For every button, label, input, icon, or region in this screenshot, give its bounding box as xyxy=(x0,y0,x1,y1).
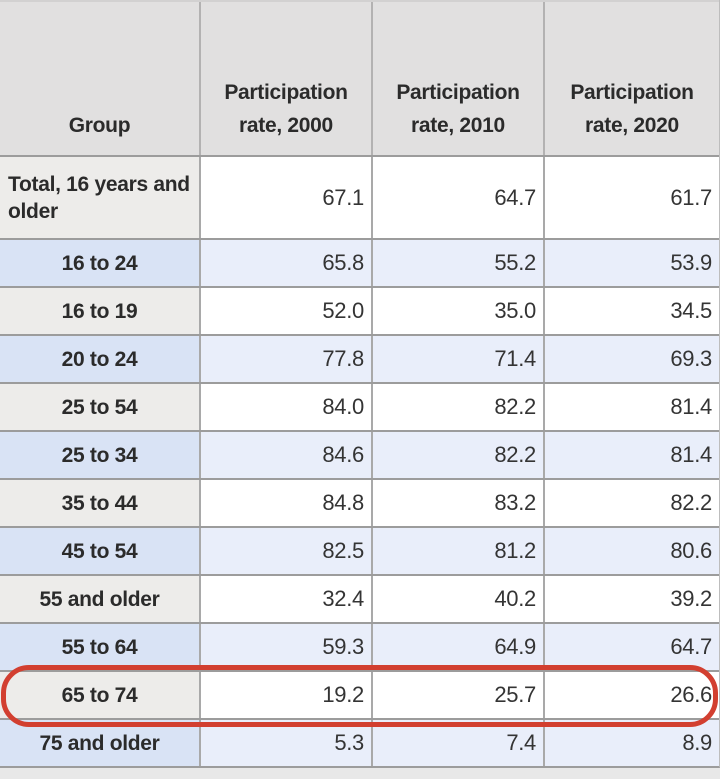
row-label: Total, 16 years and older xyxy=(0,157,199,238)
rate-2000-value: 84.0 xyxy=(199,384,371,430)
rate-2020-value: 26.6 xyxy=(543,672,719,718)
rate-2020-value: 80.6 xyxy=(543,528,719,574)
rate-2000-value: 32.4 xyxy=(199,576,371,622)
table-row-75-and-older: 75 and older 5.3 7.4 8.9 xyxy=(0,718,719,766)
row-label: 45 to 54 xyxy=(0,528,199,574)
row-label: 35 to 44 xyxy=(0,480,199,526)
rate-2010-value: 71.4 xyxy=(371,336,543,382)
rate-2020-value: 81.4 xyxy=(543,432,719,478)
table-row-65-to-74-highlighted: 65 to 74 19.2 25.7 26.6 xyxy=(0,670,719,718)
rate-2010-value: 25.7 xyxy=(371,672,543,718)
column-header-rate-2010: Participation rate, 2010 xyxy=(371,2,543,155)
rate-2010-value: 81.2 xyxy=(371,528,543,574)
table-row-25-to-34: 25 to 34 84.6 82.2 81.4 xyxy=(0,430,719,478)
rate-2020-value: 8.9 xyxy=(543,720,719,766)
table-row-16-to-19: 16 to 19 52.0 35.0 34.5 xyxy=(0,286,719,334)
rate-2010-value: 35.0 xyxy=(371,288,543,334)
table-row-25-to-54: 25 to 54 84.0 82.2 81.4 xyxy=(0,382,719,430)
rate-2000-value: 5.3 xyxy=(199,720,371,766)
rate-2000-value: 52.0 xyxy=(199,288,371,334)
rate-2020-value: 34.5 xyxy=(543,288,719,334)
row-label: 55 to 64 xyxy=(0,624,199,670)
rate-2020-value: 82.2 xyxy=(543,480,719,526)
rate-2000-value: 84.8 xyxy=(199,480,371,526)
row-label: 16 to 24 xyxy=(0,240,199,286)
table-row-45-to-54: 45 to 54 82.5 81.2 80.6 xyxy=(0,526,719,574)
column-header-rate-2020: Participation rate, 2020 xyxy=(543,2,719,155)
rate-2020-value: 81.4 xyxy=(543,384,719,430)
rate-2010-value: 7.4 xyxy=(371,720,543,766)
rate-2000-value: 77.8 xyxy=(199,336,371,382)
rate-2020-value: 39.2 xyxy=(543,576,719,622)
rate-2020-value: 61.7 xyxy=(543,157,719,238)
row-label: 16 to 19 xyxy=(0,288,199,334)
rate-2010-value: 55.2 xyxy=(371,240,543,286)
row-label: 65 to 74 xyxy=(0,672,199,718)
table-row-55-and-older: 55 and older 32.4 40.2 39.2 xyxy=(0,574,719,622)
row-label: 55 and older xyxy=(0,576,199,622)
rate-2010-value: 64.7 xyxy=(371,157,543,238)
rate-2010-value: 82.2 xyxy=(371,432,543,478)
column-header-group: Group xyxy=(68,114,131,137)
table-row-20-to-24: 20 to 24 77.8 71.4 69.3 xyxy=(0,334,719,382)
table-header-row: Group Participation rate, 2000 Participa… xyxy=(0,0,719,155)
rate-2000-value: 84.6 xyxy=(199,432,371,478)
rate-2010-value: 82.2 xyxy=(371,384,543,430)
column-header-rate-2000: Participation rate, 2000 xyxy=(199,2,371,155)
row-label: 75 and older xyxy=(0,720,199,766)
row-label: 20 to 24 xyxy=(0,336,199,382)
table-row-16-to-24: 16 to 24 65.8 55.2 53.9 xyxy=(0,238,719,286)
rate-2000-value: 19.2 xyxy=(199,672,371,718)
rate-2000-value: 65.8 xyxy=(199,240,371,286)
table-row-55-to-64: 55 to 64 59.3 64.9 64.7 xyxy=(0,622,719,670)
rate-2010-value: 40.2 xyxy=(371,576,543,622)
rate-2020-value: 69.3 xyxy=(543,336,719,382)
rate-2020-value: 64.7 xyxy=(543,624,719,670)
rate-2020-value: 53.9 xyxy=(543,240,719,286)
row-label: 25 to 34 xyxy=(0,432,199,478)
rate-2000-value: 59.3 xyxy=(199,624,371,670)
row-label: 25 to 54 xyxy=(0,384,199,430)
rate-2000-value: 82.5 xyxy=(199,528,371,574)
rate-2010-value: 83.2 xyxy=(371,480,543,526)
rate-2000-value: 67.1 xyxy=(199,157,371,238)
table-row-35-to-44: 35 to 44 84.8 83.2 82.2 xyxy=(0,478,719,526)
table-row-total-16-and-older: Total, 16 years and older 67.1 64.7 61.7 xyxy=(0,155,719,238)
rate-2010-value: 64.9 xyxy=(371,624,543,670)
